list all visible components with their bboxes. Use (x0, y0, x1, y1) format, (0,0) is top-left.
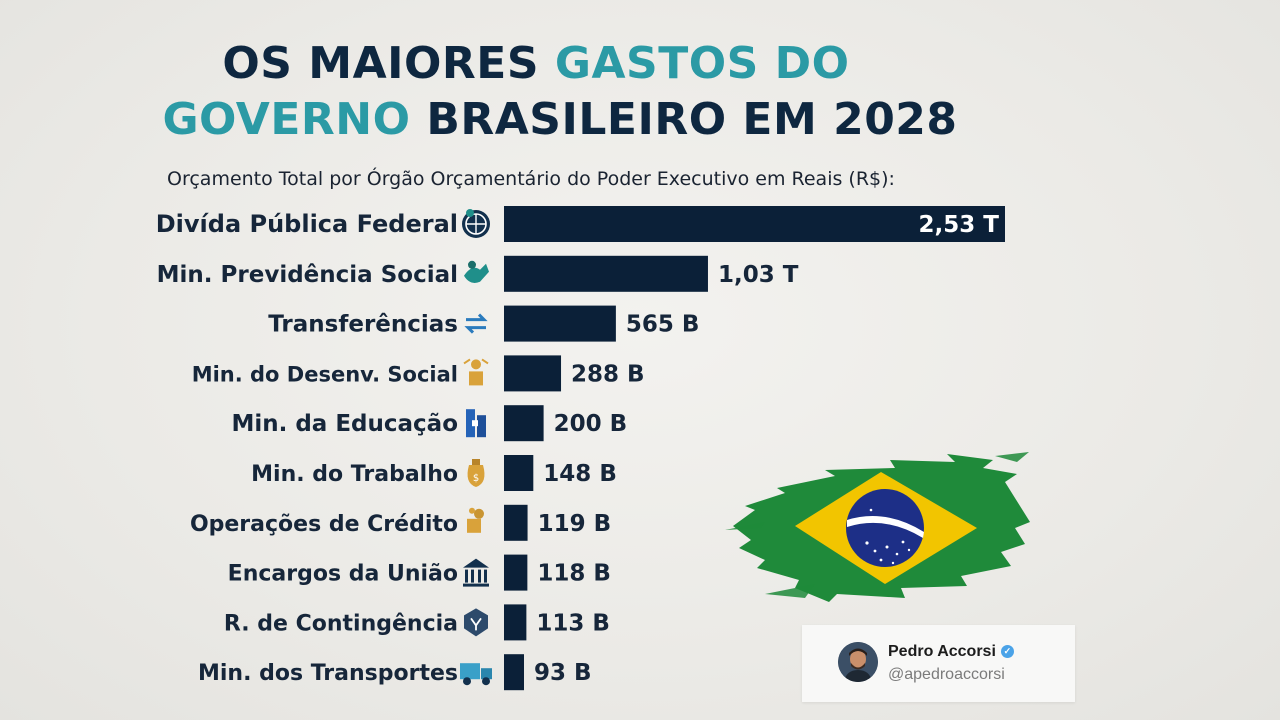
value-label: 200 B (554, 411, 628, 437)
bar (504, 206, 1005, 242)
truck-icon (460, 663, 492, 686)
verified-check-icon: ✓ (1000, 645, 1014, 659)
category-label: Min. dos Transportes (198, 661, 458, 686)
title-segment: GASTOS DO (554, 38, 850, 89)
value-label: 118 B (537, 561, 611, 587)
value-label: 1,03 T (718, 262, 799, 288)
title-line-1: OS MAIORES GASTOS DO (0, 38, 1176, 90)
transfer-arrows-icon (464, 313, 488, 334)
brazil-flag (725, 452, 1030, 602)
value-label: 93 B (534, 660, 592, 686)
avatar (838, 642, 878, 682)
author-card[interactable]: Pedro Accorsi ✓ @apedroaccorsi (802, 625, 1075, 702)
author-name: Pedro Accorsi ✓ (888, 643, 1014, 661)
family-icon (463, 358, 489, 386)
bar (504, 455, 534, 491)
coins-hand-icon (467, 507, 484, 533)
bar (504, 604, 527, 641)
svg-text:$: $ (473, 473, 479, 484)
bar (504, 405, 544, 442)
chart-subtitle: Orçamento Total por Órgão Orçamentário d… (167, 168, 895, 190)
value-label: 113 B (536, 610, 610, 636)
bar (504, 355, 562, 392)
shield-icon (464, 608, 488, 637)
flag-stars (865, 508, 911, 565)
books-icon (466, 409, 486, 438)
value-label: 2,53 T (919, 212, 1000, 238)
money-bag-icon: $ (467, 459, 485, 487)
title-line-2: GOVERNO BRASILEIRO EM 2028 (0, 94, 1200, 146)
value-label: 148 B (543, 461, 617, 487)
bar (504, 255, 708, 292)
category-label: Min. do Desenv. Social (192, 362, 458, 386)
bank-icon (463, 558, 489, 587)
hands-icon (464, 260, 489, 283)
title-segment: OS MAIORES (222, 38, 555, 89)
flag-white-band (847, 516, 924, 538)
value-label: 565 B (626, 312, 700, 338)
category-label: Encargos da União (228, 562, 458, 587)
category-label: R. de Contingência (224, 611, 458, 636)
globe-icon (462, 209, 490, 238)
author-name-text: Pedro Accorsi (888, 643, 996, 660)
category-label: Min. da Educação (231, 411, 458, 437)
title-segment: GOVERNO (162, 94, 411, 145)
bar (504, 504, 528, 541)
bar (504, 654, 524, 691)
bar (504, 305, 616, 342)
author-handle: @apedroaccorsi (888, 666, 1005, 683)
category-label: Min. do Trabalho (251, 462, 458, 487)
category-label: Divída Pública Federal (156, 210, 458, 238)
bar (504, 554, 528, 591)
category-label: Operações de Crédito (190, 512, 458, 537)
value-label: 119 B (538, 511, 612, 537)
category-label: Transferências (268, 312, 458, 338)
title-segment: BRASILEIRO EM 2028 (410, 94, 958, 145)
flag-blue-globe (846, 489, 924, 567)
value-label: 288 B (571, 361, 645, 387)
category-label: Min. Previdência Social (157, 262, 458, 288)
